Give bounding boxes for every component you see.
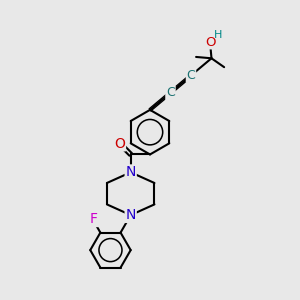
Text: O: O	[114, 136, 125, 151]
Text: C: C	[166, 86, 175, 99]
Text: O: O	[205, 35, 215, 49]
Text: H: H	[214, 31, 223, 40]
Text: C: C	[187, 69, 195, 82]
Text: N: N	[125, 165, 136, 179]
Text: F: F	[90, 212, 98, 226]
Text: N: N	[125, 208, 136, 222]
